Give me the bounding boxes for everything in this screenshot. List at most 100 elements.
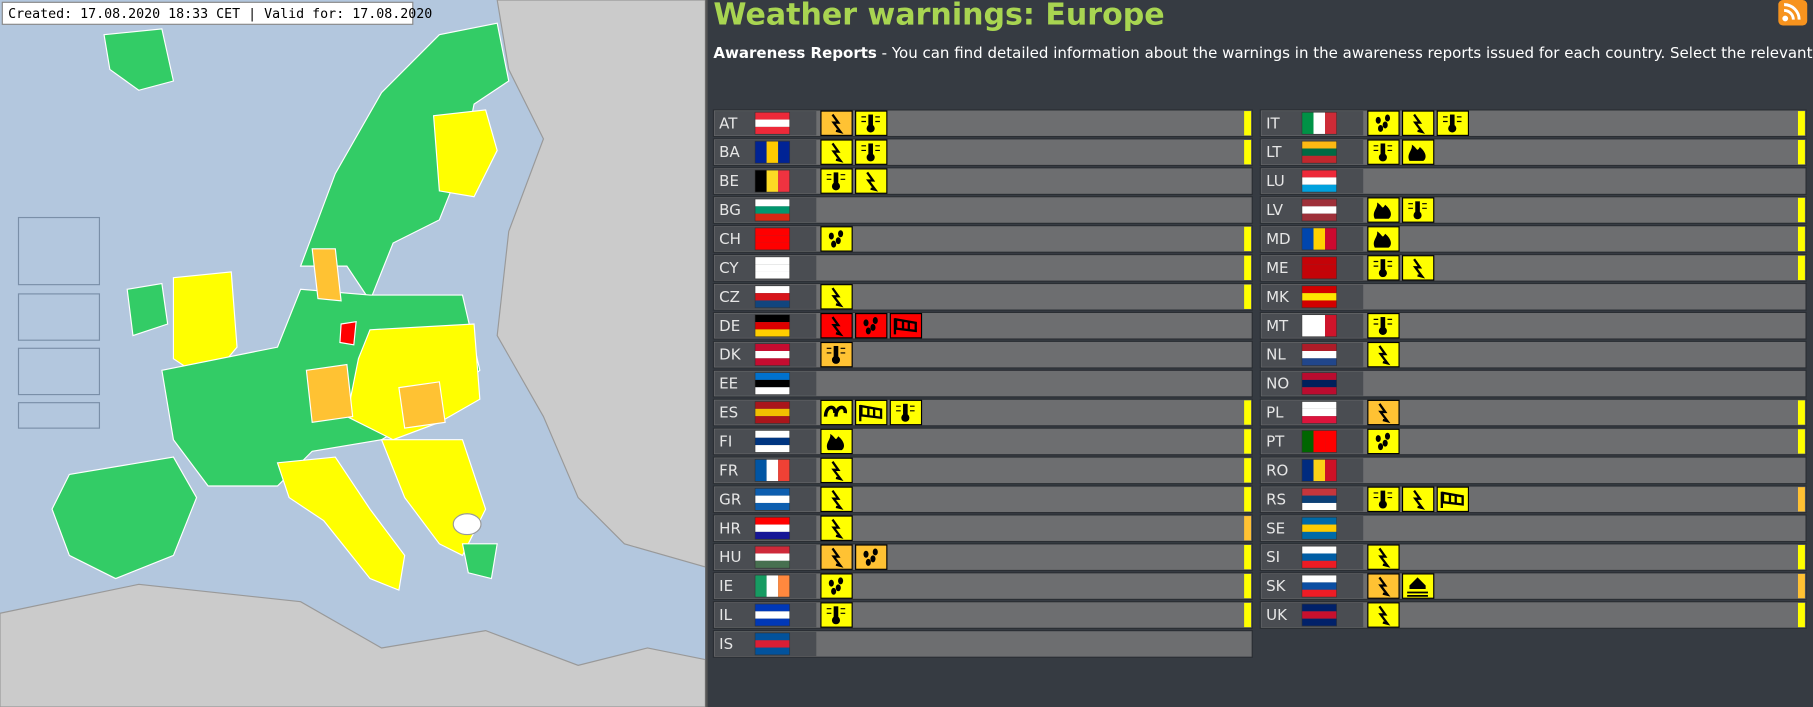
- warning-icon[interactable]: [820, 110, 853, 136]
- warning-icon[interactable]: [1401, 486, 1435, 513]
- flag-stripe: [1301, 300, 1337, 308]
- flag-border: [1301, 459, 1337, 482]
- warning-icon[interactable]: [820, 573, 853, 599]
- warning-icon[interactable]: [855, 168, 888, 194]
- country-row[interactable]: GR: [712, 485, 1253, 514]
- warning-icon[interactable]: [1401, 110, 1435, 136]
- warning-icon[interactable]: [820, 168, 853, 194]
- country-row[interactable]: BA: [712, 138, 1253, 167]
- flag-stripe: [1301, 488, 1337, 496]
- country-row[interactable]: MK: [1259, 282, 1807, 311]
- warning-icon[interactable]: [855, 110, 888, 136]
- warning-icon[interactable]: [1367, 399, 1400, 426]
- warning-icon[interactable]: [1367, 602, 1400, 628]
- country-row[interactable]: FI: [712, 427, 1253, 456]
- country-row[interactable]: HR: [712, 514, 1253, 543]
- warning-icon[interactable]: [889, 313, 923, 339]
- country-row[interactable]: SK: [1259, 572, 1807, 600]
- warning-icon[interactable]: [1401, 255, 1435, 281]
- glyph: [1373, 318, 1393, 325]
- warning-icon[interactable]: [820, 284, 853, 310]
- warning-icon[interactable]: [1367, 226, 1400, 252]
- country-row[interactable]: UK: [1259, 601, 1807, 629]
- country-row[interactable]: MD: [1259, 225, 1807, 253]
- country-row[interactable]: BG: [712, 196, 1253, 224]
- warning-icon[interactable]: [1436, 486, 1470, 513]
- flag-stripe: [1301, 575, 1337, 583]
- country-row[interactable]: LT: [1259, 138, 1807, 167]
- warning-icon[interactable]: [820, 226, 853, 252]
- country-row[interactable]: ES: [712, 398, 1253, 427]
- flag-border: [1301, 545, 1337, 569]
- country-code: MT: [1266, 317, 1289, 335]
- warning-icon[interactable]: [1367, 197, 1400, 223]
- divider: [705, 0, 708, 707]
- country-row[interactable]: LU: [1259, 167, 1807, 195]
- warning-icon[interactable]: [1367, 110, 1400, 136]
- warning-icon[interactable]: [855, 544, 888, 570]
- country-row[interactable]: SI: [1259, 543, 1807, 572]
- country-row[interactable]: CY: [712, 253, 1253, 282]
- region: [452, 513, 482, 536]
- country-row[interactable]: DE: [712, 311, 1253, 340]
- warning-icon[interactable]: [1367, 255, 1400, 281]
- country-row[interactable]: RO: [1259, 456, 1807, 485]
- warning-icon[interactable]: [855, 399, 888, 426]
- glyph: [861, 116, 880, 123]
- warning-icon[interactable]: [820, 457, 853, 484]
- country-row[interactable]: FR: [712, 456, 1253, 485]
- warning-icon[interactable]: [820, 602, 853, 628]
- country-row[interactable]: NO: [1259, 369, 1807, 398]
- country-row[interactable]: EE: [712, 369, 1253, 398]
- warning-icon[interactable]: [1367, 573, 1400, 599]
- warning-icon[interactable]: [1367, 428, 1400, 455]
- warning-icon[interactable]: [1367, 313, 1400, 339]
- flag-border: [1301, 430, 1337, 453]
- country-row[interactable]: BE: [712, 167, 1253, 195]
- warning-icon[interactable]: [820, 428, 853, 455]
- warning-icon[interactable]: [855, 313, 888, 339]
- warning-icon[interactable]: [820, 515, 853, 541]
- glyph: [1408, 144, 1426, 161]
- country-row[interactable]: NL: [1259, 340, 1807, 369]
- country-row[interactable]: MT: [1259, 311, 1807, 340]
- warning-icon[interactable]: [1401, 573, 1435, 599]
- country-row[interactable]: IE: [712, 572, 1253, 600]
- country-row[interactable]: HU: [712, 543, 1253, 572]
- country-row[interactable]: PT: [1259, 427, 1807, 456]
- country-row[interactable]: SE: [1259, 514, 1807, 543]
- map[interactable]: Created: 17.08.2020 18:33 CET | Valid fo…: [0, 0, 706, 707]
- flag-stripe: [755, 416, 790, 424]
- warning-icon[interactable]: [820, 313, 853, 339]
- warning-icon[interactable]: [1436, 110, 1470, 136]
- warning-icon[interactable]: [1401, 197, 1435, 223]
- warning-icon[interactable]: [820, 544, 853, 570]
- country-row[interactable]: IS: [712, 630, 1253, 658]
- country-row[interactable]: ME: [1259, 253, 1807, 282]
- rss-icon[interactable]: [1778, 0, 1808, 26]
- warning-icon[interactable]: [889, 399, 923, 426]
- flag-border: [1301, 256, 1337, 280]
- warning-icon[interactable]: [1367, 544, 1400, 570]
- country-row[interactable]: CZ: [712, 282, 1253, 311]
- country-row[interactable]: PL: [1259, 398, 1807, 427]
- warning-icon[interactable]: [820, 139, 853, 165]
- warning-icon[interactable]: [820, 399, 853, 426]
- warning-icon[interactable]: [1401, 139, 1435, 165]
- warning-icon[interactable]: [1367, 341, 1400, 368]
- glyph: [831, 547, 844, 568]
- warning-icon[interactable]: [1367, 139, 1400, 165]
- country-row[interactable]: AT: [712, 109, 1253, 138]
- warning-icon[interactable]: [820, 341, 853, 368]
- country-row[interactable]: IL: [712, 601, 1253, 629]
- warning-icon[interactable]: [820, 486, 853, 513]
- flag-stripe: [1301, 206, 1337, 214]
- warning-icon[interactable]: [1367, 486, 1400, 513]
- country-row[interactable]: CH: [712, 225, 1253, 253]
- country-row[interactable]: RS: [1259, 485, 1807, 514]
- country-row[interactable]: IT: [1259, 109, 1807, 138]
- warning-icon[interactable]: [855, 139, 888, 165]
- country-row[interactable]: LV: [1259, 196, 1807, 224]
- country-row[interactable]: DK: [712, 340, 1253, 369]
